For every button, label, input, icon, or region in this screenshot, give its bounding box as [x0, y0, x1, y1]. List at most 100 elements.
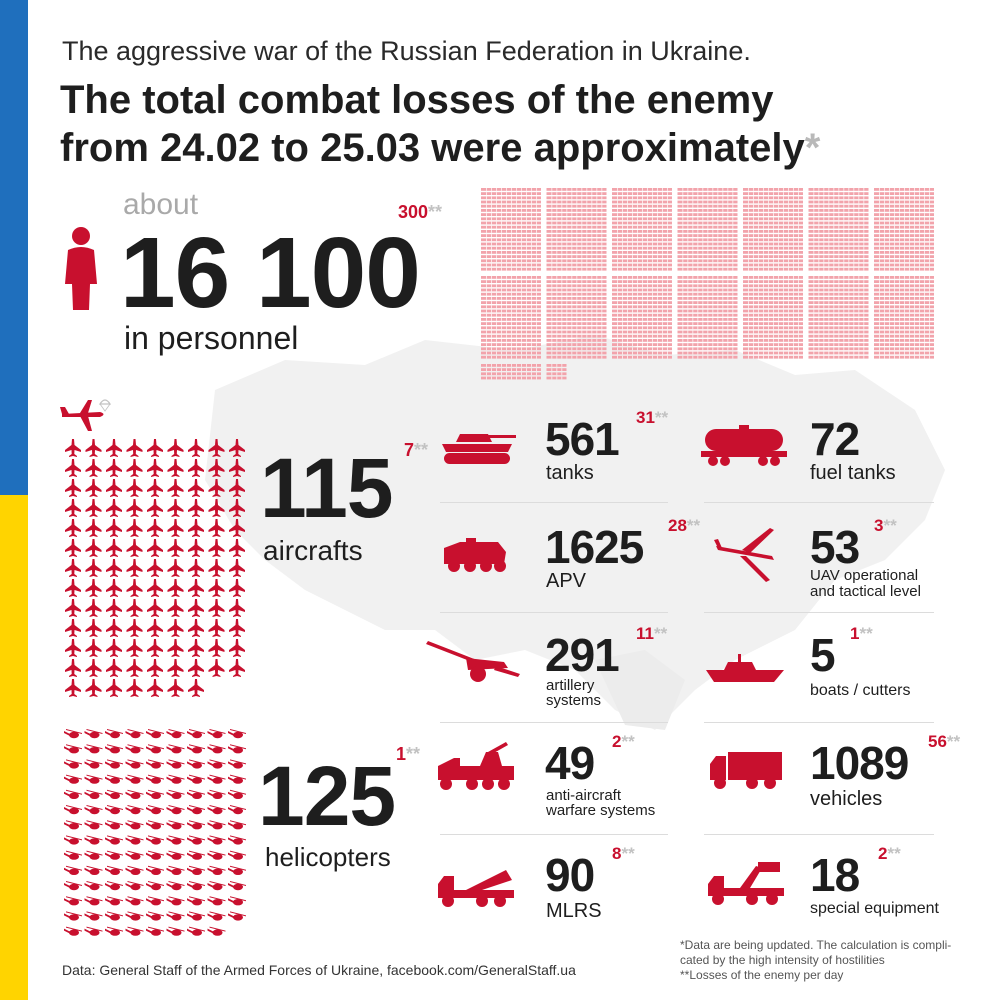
helicopter-mark: [228, 835, 246, 845]
personnel-block: [743, 188, 803, 271]
helicopter-mark: [228, 881, 246, 891]
helicopter-mark: [207, 744, 226, 754]
aircraft-mark: [65, 559, 81, 577]
aircraft-mark: [229, 599, 245, 617]
uav-daily: 3**: [874, 516, 897, 536]
helicopter-mark: [84, 744, 103, 754]
aircraft-mark: [65, 679, 81, 697]
uav-daily-value: 3: [874, 516, 884, 535]
anti-aircraft-label-line-2: warfare systems: [546, 802, 656, 819]
aircraft-mark: [188, 559, 204, 577]
anti-aircraft-label-line-1: anti-aircraft: [546, 787, 622, 804]
aircraft-mark: [208, 659, 225, 677]
apv-daily-value: 28: [668, 516, 687, 535]
aircraft-mark: [208, 599, 225, 617]
aircraft-mark: [106, 679, 122, 697]
personnel-block: [612, 188, 672, 271]
title-line-2: from 24.02 to 25.03 were approximately*: [60, 124, 820, 172]
helicopter-mark: [207, 820, 226, 830]
aircraft-mark: [167, 579, 184, 597]
helicopter-mark: [228, 865, 246, 875]
helicopter-mark: [166, 744, 185, 754]
aircraft-mark: [167, 639, 184, 657]
helicopter-mark: [146, 789, 164, 799]
vehicles-value: 1089: [810, 737, 909, 789]
helicopter-mark: [64, 911, 82, 921]
helicopter-mark: [207, 896, 226, 906]
helicopter-mark: [166, 865, 185, 875]
helicopter-mark: [207, 729, 226, 739]
helicopter-mark: [84, 789, 103, 799]
separator: [704, 502, 934, 503]
helicopter-mark: [207, 850, 226, 860]
helicopter-mark: [228, 774, 246, 784]
helicopter-mark: [146, 774, 164, 784]
aircraft-mark: [147, 579, 163, 597]
aircraft-mark: [106, 479, 122, 497]
footnotes: *Data are being updated. The calculation…: [680, 938, 951, 983]
aircrafts-daily-value: 7: [404, 440, 415, 460]
aircraft-mark: [188, 599, 204, 617]
fuel-tanks-value: 72: [810, 413, 860, 465]
tanks-daily-value: 31: [636, 408, 655, 427]
aircraft-mark: [65, 659, 81, 677]
aircraft-mark: [85, 499, 102, 517]
helicopter-mark: [84, 881, 103, 891]
helicopters-value: 125: [258, 749, 396, 843]
footnote-line-1: *Data are being updated. The calculation…: [680, 938, 952, 952]
helicopter-mark: [207, 911, 226, 921]
aircraft-mark: [65, 619, 81, 637]
personnel-block: [612, 276, 672, 359]
helicopter-mark: [166, 805, 185, 815]
anti-aircraft-daily-mark: **: [621, 732, 635, 751]
aircraft-mark: [126, 619, 143, 637]
helicopter-mark: [187, 926, 205, 936]
helicopter-mark: [166, 759, 185, 769]
aircraft-mark: [188, 659, 204, 677]
aircraft-mark: [208, 639, 225, 657]
helicopter-mark: [228, 896, 246, 906]
uav-label-line-2: and tactical level: [810, 583, 921, 600]
aircraft-grid: [65, 439, 245, 697]
helicopter-mark: [125, 850, 144, 860]
helicopter-mark: [84, 774, 103, 784]
special-equipment-label: special equipment: [810, 900, 939, 917]
fuel-tank-icon: [701, 425, 787, 466]
aircraft-mark: [208, 519, 225, 537]
aircraft-mark: [188, 519, 204, 537]
aircraft-mark: [208, 559, 225, 577]
aircraft-mark: [85, 679, 102, 697]
aircraft-mark: [126, 439, 143, 457]
helicopter-mark: [207, 835, 226, 845]
helicopter-mark: [228, 744, 246, 754]
aircraft-mark: [229, 559, 245, 577]
data-source: Data: General Staff of the Armed Forces …: [62, 962, 576, 978]
aircraft-mark: [229, 519, 245, 537]
helicopter-mark: [125, 789, 144, 799]
aircraft-mark: [188, 459, 204, 477]
helicopter-mark: [64, 865, 82, 875]
helicopter-mark: [187, 865, 205, 875]
personnel-people-grid: [481, 188, 934, 380]
anti-aircraft-value: 49: [545, 737, 595, 789]
aircraft-mark: [65, 459, 81, 477]
artillery-icon: [426, 641, 520, 682]
boats-label: boats / cutters: [810, 682, 911, 699]
helicopter-mark: [64, 729, 82, 739]
special-equipment-value: 18: [810, 849, 860, 901]
helicopter-mark: [228, 850, 246, 860]
aircraft-mark: [167, 479, 184, 497]
helicopter-mark: [146, 865, 164, 875]
aircraft-mark: [126, 579, 143, 597]
helicopters-daily: 1**: [396, 744, 420, 765]
vehicles-daily-mark: **: [946, 732, 961, 751]
helicopter-mark: [125, 835, 144, 845]
aircraft-mark: [167, 539, 184, 557]
apv-daily: 28**: [668, 516, 700, 536]
helicopter-mark: [166, 774, 185, 784]
aircraft-mark: [85, 519, 102, 537]
flag-blue-stripe: [0, 0, 28, 495]
aircraft-mark: [188, 579, 204, 597]
helicopter-mark: [125, 774, 144, 784]
helicopter-mark: [166, 926, 185, 936]
